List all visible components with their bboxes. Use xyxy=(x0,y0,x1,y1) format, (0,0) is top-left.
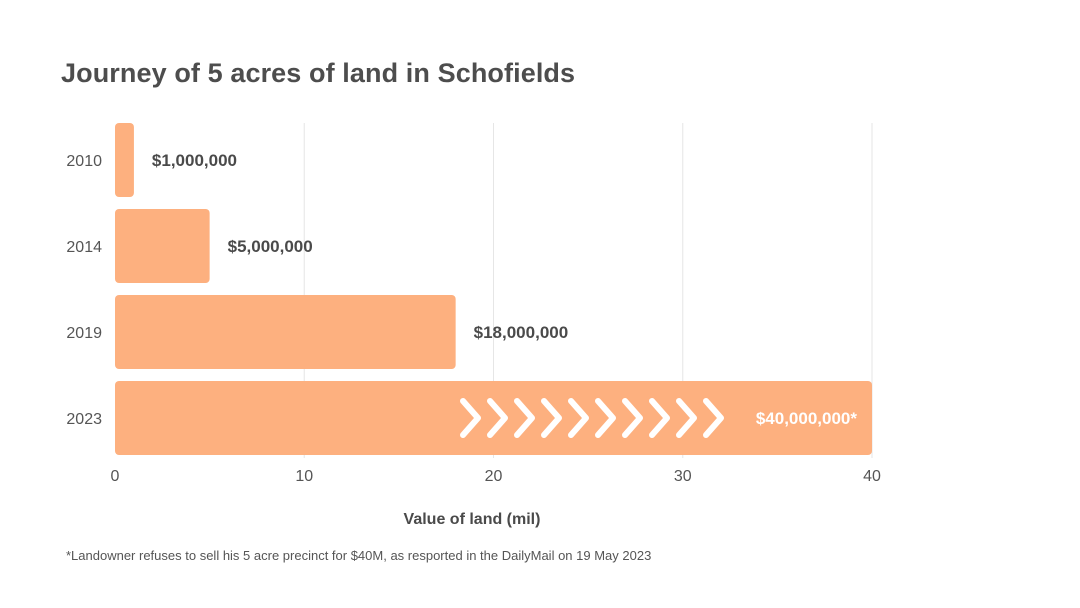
bar-2019 xyxy=(115,295,456,369)
chevron-right-icon xyxy=(514,398,535,438)
x-tick-label: 10 xyxy=(295,468,313,485)
data-label-2014: $5,000,000 xyxy=(228,237,313,256)
chart-title: Journey of 5 acres of land in Schofields xyxy=(61,58,576,88)
bar-2014 xyxy=(115,209,210,283)
chevron-right-icon xyxy=(487,398,508,438)
data-label-2010: $1,000,000 xyxy=(152,151,237,170)
bar-2010 xyxy=(115,123,134,197)
chevron-right-icon xyxy=(568,398,589,438)
chevron-right-icon xyxy=(622,398,643,438)
y-tick-label: 2010 xyxy=(66,153,102,170)
y-tick-label: 2023 xyxy=(66,411,102,428)
footnote: *Landowner refuses to sell his 5 acre pr… xyxy=(66,548,652,563)
chevron-right-icon xyxy=(703,398,724,438)
bar-2023 xyxy=(115,381,872,455)
x-tick-label: 20 xyxy=(485,468,503,485)
chevron-right-icon xyxy=(595,398,616,438)
x-tick-label: 30 xyxy=(674,468,692,485)
y-tick-label: 2019 xyxy=(66,325,102,342)
y-tick-label: 2014 xyxy=(66,239,102,256)
chevron-right-icon xyxy=(541,398,562,438)
data-labels: $1,000,000 $5,000,000 $18,000,000 $40,000,0… xyxy=(152,151,857,428)
x-axis-label: Value of land (mil) xyxy=(404,511,541,528)
chevron-right-icon xyxy=(649,398,670,438)
y-axis-ticks: 2010 2014 2019 2023 xyxy=(66,153,102,428)
x-axis-ticks: 0 10 20 30 40 xyxy=(111,468,881,485)
data-label-2023: $40,000,000* xyxy=(756,409,858,428)
bars xyxy=(115,123,872,455)
chevron-right-icon xyxy=(460,398,481,438)
data-label-2019: $18,000,000 xyxy=(474,323,569,342)
chevron-right-icon xyxy=(676,398,697,438)
x-tick-label: 40 xyxy=(863,468,881,485)
x-tick-label: 0 xyxy=(111,468,120,485)
